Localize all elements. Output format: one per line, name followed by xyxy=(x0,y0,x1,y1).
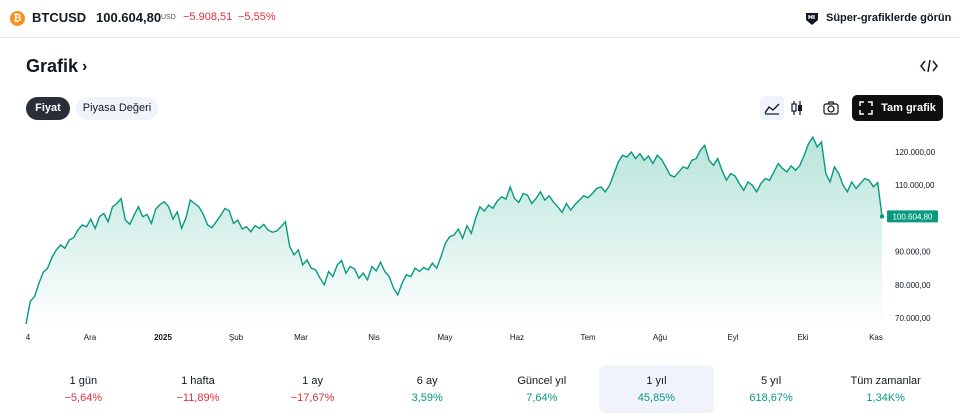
period-change: −5,64% xyxy=(64,392,103,404)
period-label: Tüm zamanlar xyxy=(850,375,921,387)
x-tick-label: Eki xyxy=(797,333,808,342)
x-tick-label: Tem xyxy=(580,333,595,342)
x-tick-label: Nis xyxy=(368,333,380,342)
price-line xyxy=(25,135,883,325)
candles-icon xyxy=(791,101,802,115)
y-axis: 120.000,00110.000,00100.000,0090.000,008… xyxy=(895,148,936,323)
tab-market-cap[interactable]: Piyasa Değeri xyxy=(76,97,158,120)
x-tick-label: Mar xyxy=(294,333,308,342)
period-change: 3,59% xyxy=(411,392,443,404)
last-price-dot xyxy=(879,214,885,219)
ticker-bar: ₿ BTCUSD 100.604,80 USD −5.908,51 −5,55%… xyxy=(0,0,960,38)
x-tick-label: 2025 xyxy=(154,333,172,342)
period-label: 5 yıl xyxy=(760,375,782,387)
period-change: −17,67% xyxy=(290,392,335,404)
ticker-change: −5.908,51 xyxy=(183,11,233,23)
period-change: 45,85% xyxy=(637,392,676,404)
period-5[interactable]: 1 yıl 45,85% xyxy=(599,365,714,413)
period-performance: 1 gün −5,64% 1 hafta −11,89% 1 ay −17,67% 6 ay… xyxy=(26,365,943,413)
period-label: 1 ay xyxy=(302,375,323,387)
period-label: 1 gün xyxy=(69,375,98,387)
ticker-currency: USD xyxy=(161,14,176,21)
period-7[interactable]: Tüm zamanlar 1,34K% xyxy=(828,365,943,413)
period-6[interactable]: 5 yıl 618,67% xyxy=(714,365,829,413)
last-price-badge xyxy=(887,210,938,223)
section-title[interactable]: Grafik › xyxy=(26,56,87,77)
price-area xyxy=(26,137,882,328)
supercharts-label: Süper-grafiklerde görün xyxy=(826,12,952,24)
period-label: Güncel yıl xyxy=(517,375,567,387)
period-label: 6 ay xyxy=(416,375,438,387)
x-axis: 4 Ara 2025 Şub Mar Nis May Haz Tem Ağu Eyl Eki Kas xyxy=(26,333,883,342)
y-tick-label: 80.000,00 xyxy=(895,281,931,290)
x-tick-label: May xyxy=(437,333,452,342)
x-tick-label: Ağu xyxy=(653,333,667,342)
ticker-price: 100.604,80 xyxy=(96,10,162,25)
period-change: 7,64% xyxy=(526,392,558,404)
candles-button[interactable] xyxy=(785,96,809,120)
y-tick-label: 90.000,00 xyxy=(895,248,931,257)
period-change: 618,67% xyxy=(749,392,793,404)
embed-code-icon[interactable] xyxy=(920,58,938,74)
tab-price[interactable]: Fiyat xyxy=(26,97,70,120)
fullscreen-icon xyxy=(859,101,873,115)
period-2[interactable]: 1 ay −17,67% xyxy=(255,365,370,413)
period-change: −11,89% xyxy=(176,392,220,404)
period-change: 1,34K% xyxy=(866,392,905,404)
y-tick-label: 110.000,00 xyxy=(895,181,935,190)
last-price-text: 100.604,80 xyxy=(892,212,933,221)
x-tick-label: Haz xyxy=(510,333,524,342)
price-chart[interactable]: TradingView 120.000,00110.000,00100.000,… xyxy=(0,130,960,345)
x-tick-label: Eyl xyxy=(727,333,738,342)
y-tick-label: 120.000,00 xyxy=(895,148,936,157)
period-1[interactable]: 1 hafta −11,89% xyxy=(141,365,256,413)
supercharts-button[interactable]: Süper-grafiklerde görün xyxy=(804,8,951,28)
y-tick-label: 70.000,00 xyxy=(895,314,931,323)
fullscreen-chart-button[interactable]: Tam grafik xyxy=(852,95,943,121)
supercharts-icon xyxy=(806,13,818,25)
x-tick-label: Kas xyxy=(869,333,883,342)
period-label: 1 hafta xyxy=(181,375,215,387)
camera-icon xyxy=(823,101,839,115)
fullscreen-label: Tam grafik xyxy=(881,102,936,114)
bitcoin-icon: ₿ xyxy=(10,11,25,26)
period-0[interactable]: 1 gün −5,64% xyxy=(26,365,141,413)
ticker-change-percent: −5,55% xyxy=(238,11,276,23)
x-tick-label: 4 xyxy=(26,333,31,342)
area-chart-button[interactable] xyxy=(760,96,784,120)
period-label: 1 yıl xyxy=(646,375,667,387)
x-tick-label: Şub xyxy=(229,333,244,342)
last-price-tag: 100.604,80 xyxy=(879,210,938,223)
section-title-text: Grafik xyxy=(26,56,79,76)
chevron-right-icon: › xyxy=(82,57,88,75)
period-3[interactable]: 6 ay 3,59% xyxy=(370,365,485,413)
ticker-symbol[interactable]: BTCUSD xyxy=(32,10,87,25)
period-4[interactable]: Güncel yıl 7,64% xyxy=(485,365,600,413)
area-chart-icon xyxy=(764,103,780,115)
camera-button[interactable] xyxy=(819,96,843,120)
x-tick-label: Ara xyxy=(84,333,97,342)
